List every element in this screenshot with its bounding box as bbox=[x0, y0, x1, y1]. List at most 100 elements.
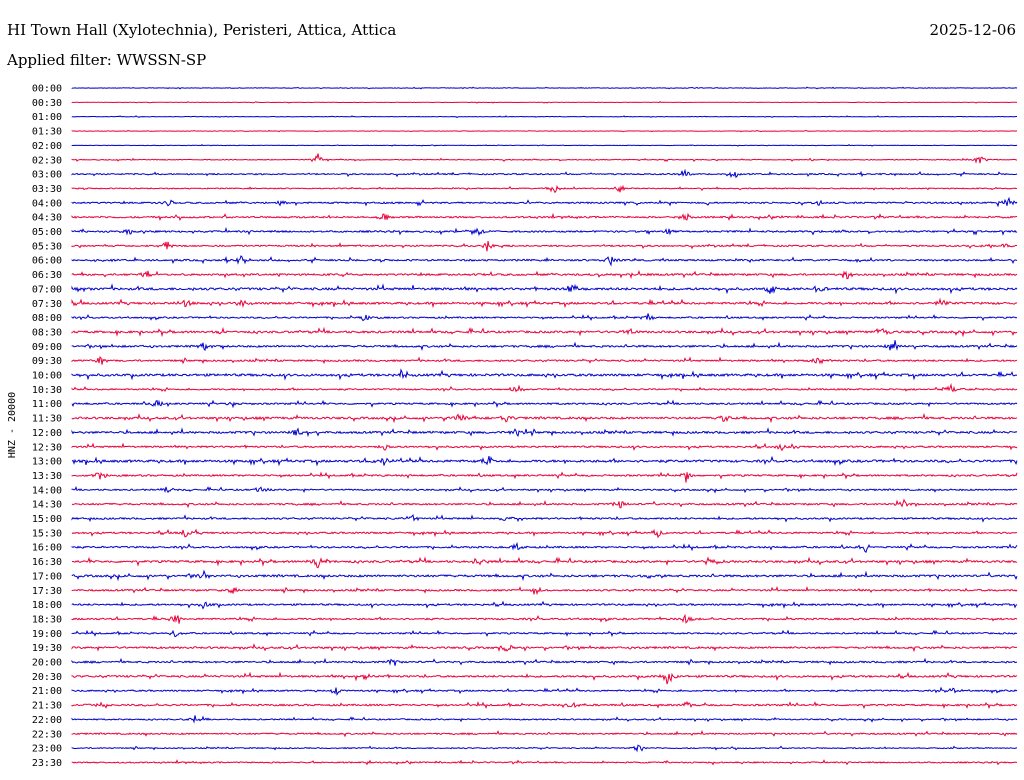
trace-line bbox=[71, 412, 1018, 424]
time-tick-label: 14:30 bbox=[32, 500, 62, 511]
time-tick-label: 17:00 bbox=[32, 571, 62, 582]
trace-line bbox=[71, 427, 1018, 438]
time-tick-label: 12:30 bbox=[32, 442, 62, 453]
time-tick-label: 23:00 bbox=[32, 744, 62, 755]
filter-label: Applied filter: WWSSN-SP bbox=[7, 51, 207, 69]
time-tick-label: 10:30 bbox=[32, 385, 62, 396]
time-tick-label: 15:00 bbox=[32, 514, 62, 525]
time-tick-label: 13:00 bbox=[32, 457, 62, 468]
trace-line bbox=[71, 471, 1018, 483]
trace-line bbox=[71, 101, 1018, 104]
station-title: HI Town Hall (Xylotechnia), Peristeri, A… bbox=[7, 21, 397, 39]
trace-line bbox=[71, 759, 1018, 766]
trace-line bbox=[71, 700, 1018, 710]
time-tick-label: 03:30 bbox=[32, 184, 62, 195]
trace-line bbox=[71, 115, 1017, 119]
time-tick-label: 02:00 bbox=[32, 141, 62, 152]
time-tick-label: 14:00 bbox=[32, 485, 62, 496]
time-tick-label: 16:00 bbox=[32, 543, 62, 554]
trace-line bbox=[71, 498, 1018, 509]
time-tick-label: 18:00 bbox=[32, 600, 62, 611]
time-tick-label: 21:30 bbox=[32, 701, 62, 712]
time-tick-label: 18:30 bbox=[32, 614, 62, 625]
trace-line bbox=[71, 541, 1018, 554]
trace-line bbox=[71, 399, 1018, 409]
trace-line bbox=[71, 643, 1017, 653]
trace-line bbox=[71, 255, 1018, 267]
time-tick-label: 03:00 bbox=[32, 170, 62, 181]
trace-line bbox=[71, 184, 1018, 194]
trace-line bbox=[71, 196, 1018, 208]
time-tick-label: 00:30 bbox=[32, 98, 62, 109]
time-tick-label: 11:00 bbox=[32, 399, 62, 410]
time-tick-label: 06:30 bbox=[32, 270, 62, 281]
trace-line bbox=[71, 514, 1018, 523]
time-tick-label: 13:30 bbox=[32, 471, 62, 482]
trace-line bbox=[71, 326, 1018, 338]
trace-line bbox=[71, 729, 1018, 738]
time-tick-label: 01:00 bbox=[32, 112, 62, 123]
trace-line bbox=[71, 686, 1018, 696]
time-tick-label: 20:30 bbox=[32, 672, 62, 683]
time-tick-label: 04:00 bbox=[32, 198, 62, 209]
trace-line bbox=[71, 586, 1018, 596]
trace-line bbox=[71, 744, 1017, 753]
trace-line bbox=[71, 283, 1018, 295]
trace-line bbox=[71, 240, 1018, 252]
time-tick-label: 09:30 bbox=[32, 356, 62, 367]
time-tick-label: 07:30 bbox=[32, 299, 62, 310]
trace-line bbox=[71, 340, 1018, 352]
trace-line bbox=[71, 313, 1018, 322]
trace-line bbox=[71, 569, 1018, 582]
trace-line bbox=[71, 613, 1018, 624]
trace-line bbox=[71, 528, 1018, 539]
trace-line bbox=[71, 671, 1018, 685]
time-tick-label: 11:30 bbox=[32, 414, 62, 425]
time-tick-label: 07:00 bbox=[32, 284, 62, 295]
time-tick-label: 17:30 bbox=[32, 586, 62, 597]
y-axis-label: HNZ - 20000 bbox=[7, 392, 18, 458]
trace-line bbox=[71, 715, 1018, 724]
time-tick-label: 01:30 bbox=[32, 127, 62, 138]
time-tick-label: 08:30 bbox=[32, 327, 62, 338]
time-tick-label: 05:30 bbox=[32, 241, 62, 252]
time-tick-label: 04:30 bbox=[32, 213, 62, 224]
time-tick-label: 10:00 bbox=[32, 371, 62, 382]
time-tick-label: 19:30 bbox=[32, 643, 62, 654]
trace-line bbox=[71, 442, 1018, 452]
trace-line bbox=[71, 212, 1018, 222]
trace-line bbox=[71, 270, 1018, 280]
time-tick-label: 08:00 bbox=[32, 313, 62, 324]
trace-line bbox=[71, 629, 1018, 638]
trace-line bbox=[71, 382, 1018, 393]
time-tick-label: 06:00 bbox=[32, 256, 62, 267]
trace-line bbox=[71, 368, 1018, 381]
time-tick-label: 22:00 bbox=[32, 715, 62, 726]
time-tick-label: 20:00 bbox=[32, 658, 62, 669]
trace-line bbox=[71, 657, 1018, 666]
time-tick-label: 00:00 bbox=[32, 84, 62, 95]
time-tick-labels: 00:00 00:30 01:00 01:30 02:00 02:30 03:00 03:30… bbox=[32, 84, 62, 769]
time-tick-label: 05:00 bbox=[32, 227, 62, 238]
trace-line bbox=[71, 144, 1018, 147]
trace-group bbox=[71, 86, 1018, 766]
trace-line bbox=[71, 486, 1018, 494]
trace-line bbox=[71, 227, 1018, 237]
time-tick-label: 21:00 bbox=[32, 686, 62, 697]
trace-line bbox=[71, 455, 1018, 467]
time-tick-label: 15:30 bbox=[32, 528, 62, 539]
trace-line bbox=[71, 129, 1018, 133]
trace-line bbox=[72, 556, 1018, 569]
time-tick-label: 02:30 bbox=[32, 155, 62, 166]
time-tick-label: 23:30 bbox=[32, 758, 62, 769]
time-tick-label: 16:30 bbox=[32, 557, 62, 568]
trace-line bbox=[71, 297, 1018, 309]
trace-line bbox=[71, 153, 1018, 164]
trace-line bbox=[71, 86, 1018, 90]
time-tick-label: 12:00 bbox=[32, 428, 62, 439]
time-tick-label: 09:00 bbox=[32, 342, 62, 353]
trace-line bbox=[71, 168, 1018, 179]
time-tick-label: 22:30 bbox=[32, 729, 62, 740]
